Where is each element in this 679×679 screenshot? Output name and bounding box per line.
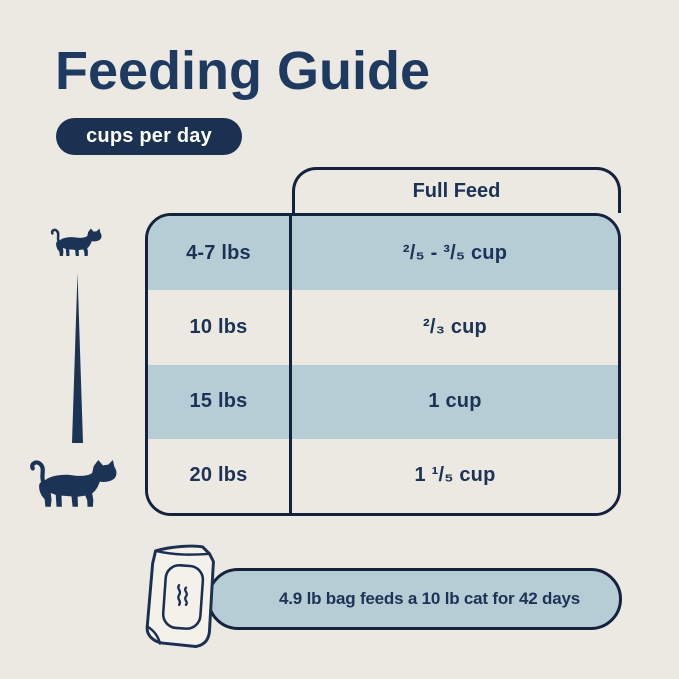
table-row: 20 lbs 1 ¹/₅ cup [148, 438, 618, 513]
cups-per-day-badge-label: cups per day [86, 125, 212, 147]
steam-swirl-icon [177, 584, 188, 606]
bag-note-text: 4.9 lb bag feeds a 10 lb cat for 42 days [279, 589, 580, 608]
table-row: 4-7 lbs ²/₅ - ³/₅ cup [148, 216, 618, 291]
small-cat-icon [50, 227, 103, 258]
weight-cell: 10 lbs [148, 290, 292, 365]
page-title: Feeding Guide [55, 41, 431, 101]
cups-per-day-badge: cups per day [56, 118, 242, 155]
weight-cell: 15 lbs [148, 364, 292, 439]
weight-cell: 20 lbs [148, 438, 292, 513]
amount-cell: ²/₅ - ³/₅ cup [402, 241, 508, 264]
amount-cell: 1 cup [428, 390, 482, 413]
bag-note-banner: 4.9 lb bag feeds a 10 lb cat for 42 days [207, 568, 622, 630]
table-row: 10 lbs ²/₃ cup [148, 290, 618, 365]
food-bag-icon [145, 544, 215, 648]
large-cat-icon [27, 456, 119, 510]
feeding-table: 4-7 lbs ²/₅ - ³/₅ cup 10 lbs ²/₃ cup 15 … [145, 213, 621, 516]
table-column-header: Full Feed [292, 167, 621, 213]
table-column-header-label: Full Feed [412, 180, 501, 202]
amount-cell: ²/₃ cup [423, 315, 487, 338]
weight-cell: 4-7 lbs [148, 216, 292, 291]
cat-size-scale-wedge [72, 273, 83, 443]
table-row: 15 lbs 1 cup [148, 364, 618, 439]
amount-cell: 1 ¹/₅ cup [414, 464, 496, 487]
